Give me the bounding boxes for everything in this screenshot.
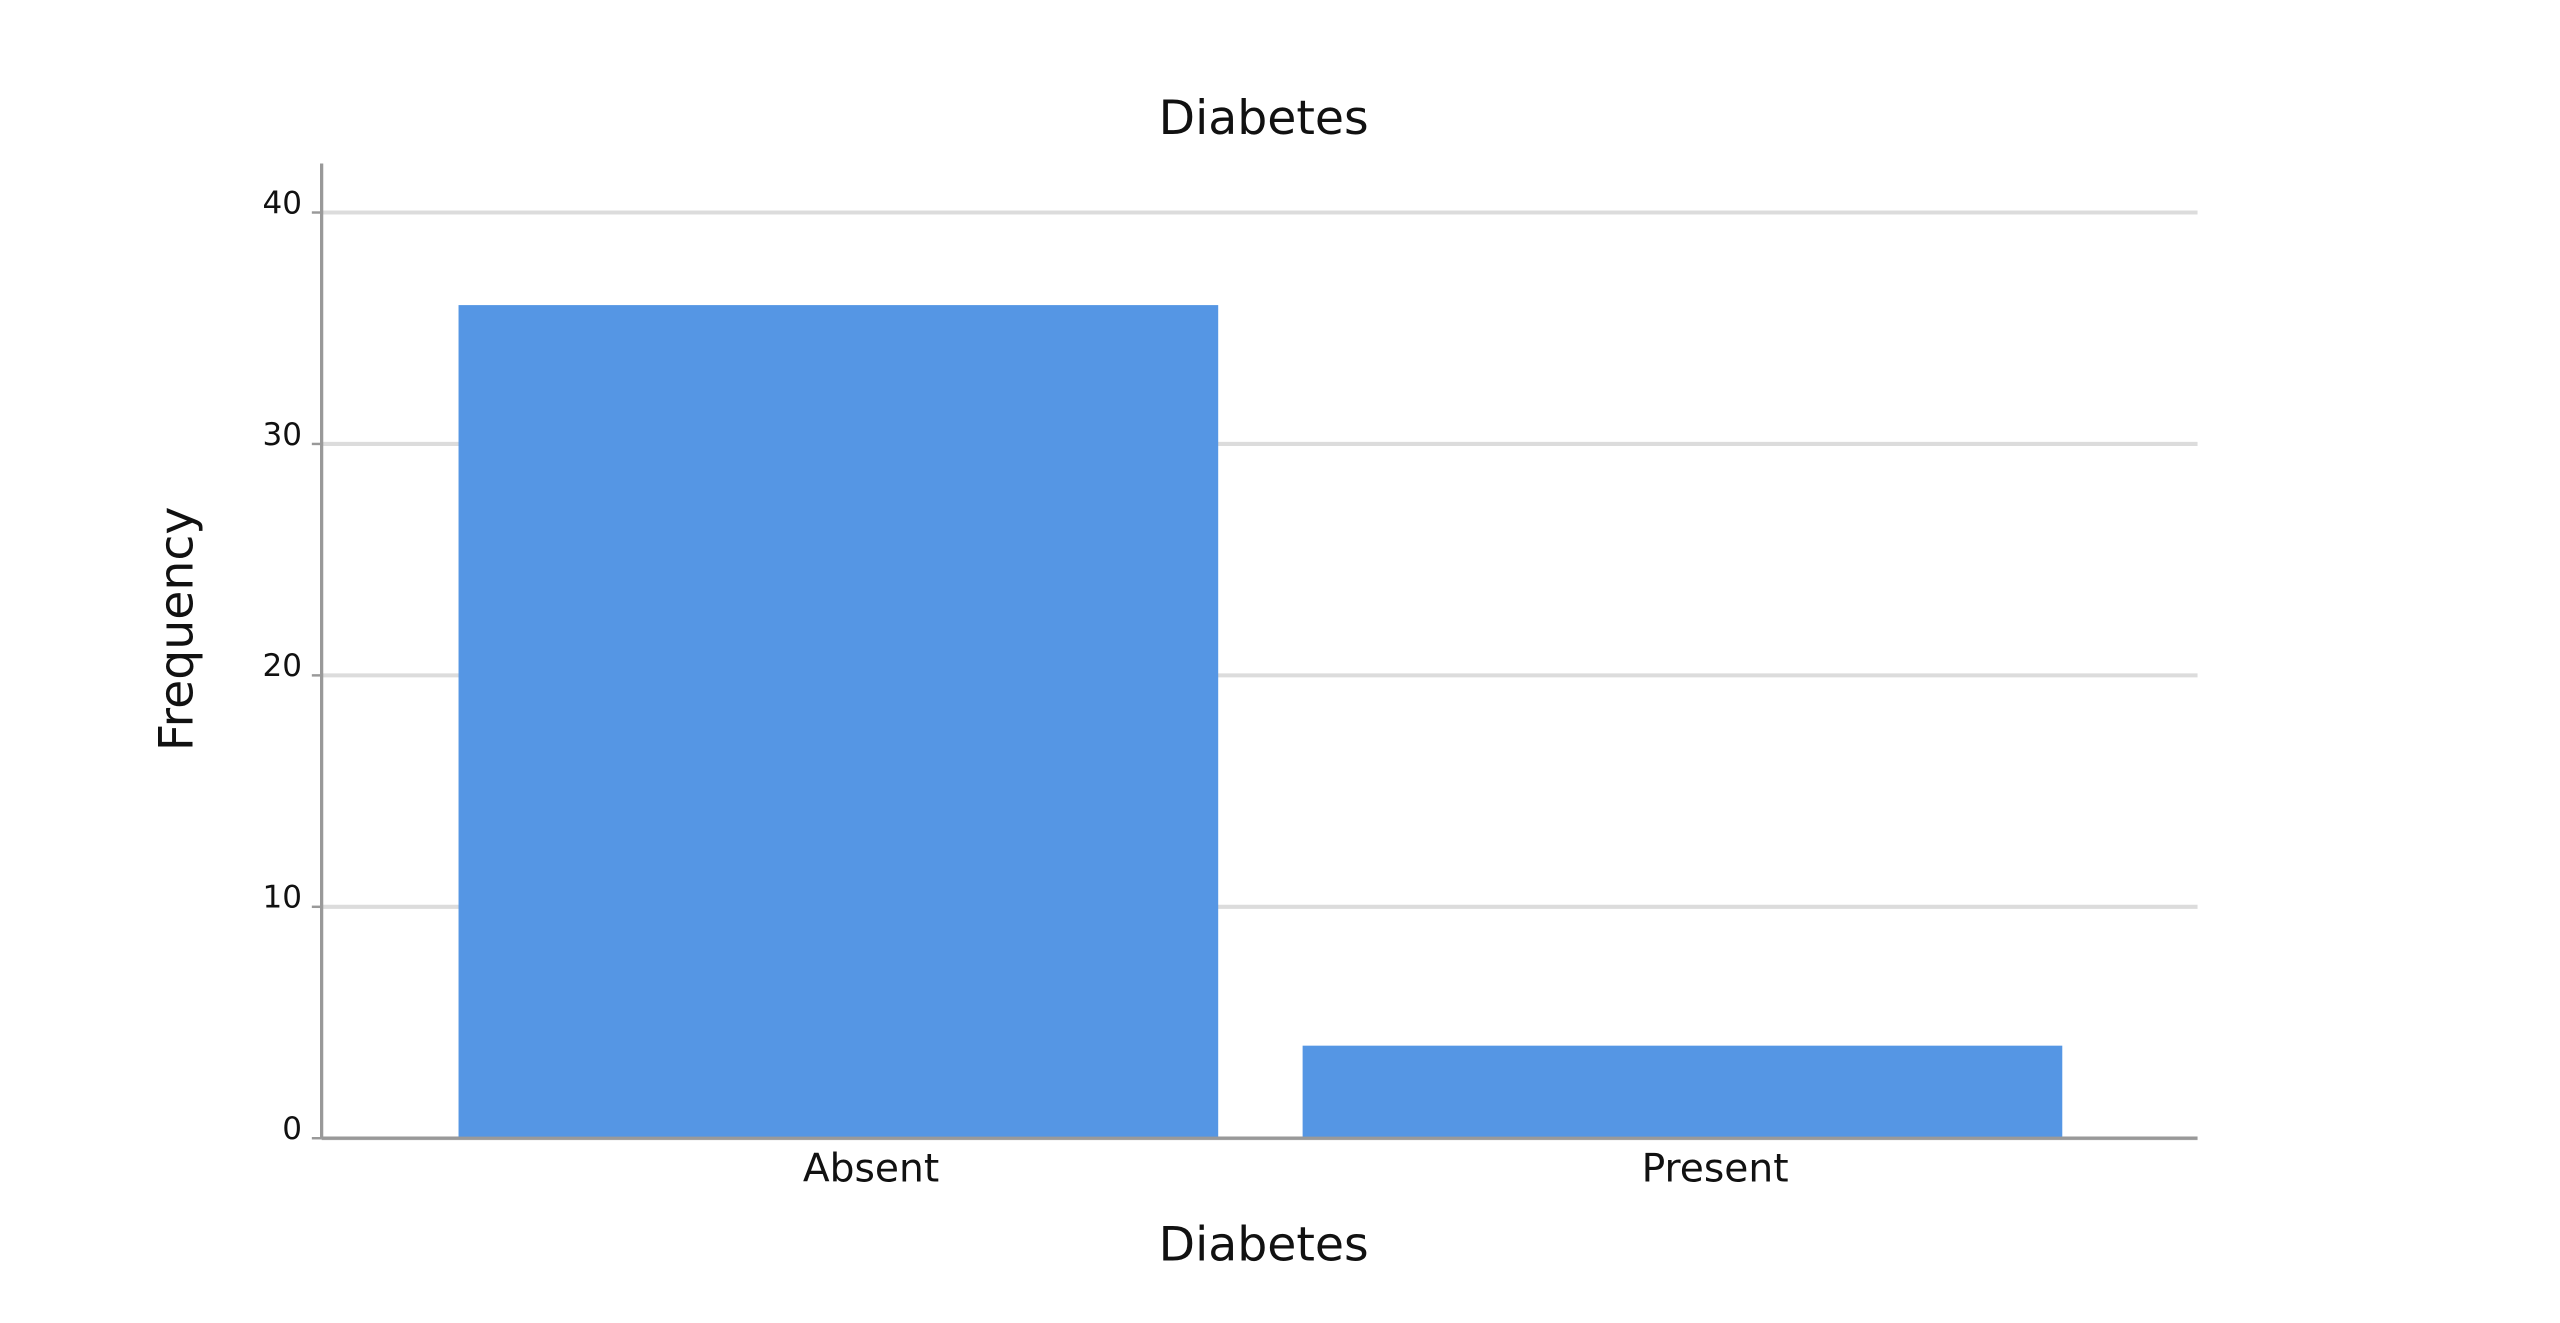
x-tick-label: Present bbox=[1642, 1146, 1789, 1191]
bar bbox=[1302, 1045, 2063, 1139]
y-tick-label: 20 bbox=[263, 648, 302, 684]
bar bbox=[458, 305, 1219, 1139]
y-tick-label: 40 bbox=[263, 185, 302, 221]
y-tick-label: 0 bbox=[282, 1111, 302, 1147]
x-tick-label: Absent bbox=[803, 1146, 939, 1191]
x-axis-label: Diabetes bbox=[1159, 1218, 1369, 1273]
y-tick-label: 30 bbox=[263, 417, 302, 453]
chart-title: Diabetes bbox=[1159, 91, 1369, 146]
y-axis-label: Frequency bbox=[150, 507, 205, 752]
y-tick-label: 10 bbox=[263, 880, 302, 916]
